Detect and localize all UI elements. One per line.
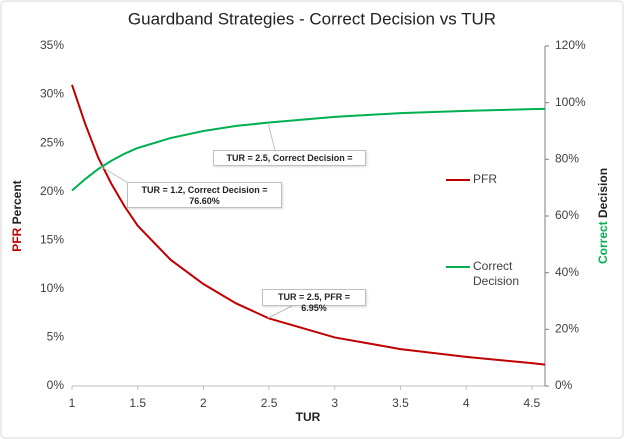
x-axis-label: TUR [296,410,321,424]
annotation-box: TUR = 2.5, Correct Decision = [213,150,366,166]
y-tick-label: 0% [47,378,65,392]
annotation-box: TUR = 1.2, Correct Decision = 76.60% [127,182,282,208]
y2-axis-label-part: Decision [596,168,610,218]
y-tick-label: 15% [40,232,64,246]
x-tick-label: 1.5 [129,396,146,410]
y-tick-label: 20% [40,184,64,198]
y2-axis-label-part: Correct [596,221,610,264]
y-axis-label: PFR Percent [10,180,24,251]
annotation-text: TUR = 2.5, Correct Decision = [226,153,353,163]
x-tick-label: 3.5 [392,396,409,410]
y2-tick-label: 120% [555,38,586,52]
x-tick-label: 2.5 [261,396,278,410]
y-axis-label-part: PFR [10,227,24,251]
y2-tick-label: 20% [555,322,579,336]
legend-label: Correct Decision [473,259,520,288]
y-axis-label-part: Percent [10,180,24,224]
x-tick-label: 2 [200,396,207,410]
data-line [71,107,546,192]
annotation-leader [99,165,131,185]
chart-title: Guardband Strategies - Correct Decision … [128,9,496,28]
legend-label: PFR [473,172,497,186]
y-tick-label: 35% [40,38,64,52]
annotation-leader [267,122,276,151]
y2-tick-label: 0% [555,378,573,392]
y2-axis-label: Correct Decision [596,168,610,264]
annotation-leader [267,305,293,319]
y-tick-label: 10% [40,281,64,295]
y2-tick-label: 40% [555,265,579,279]
x-tick-label: 1 [69,396,76,410]
annotation-box: TUR = 2.5, PFR = 6.95% [262,289,366,313]
annotation-text: 76.60% [189,196,220,206]
y-tick-label: 5% [47,330,65,344]
y2-tick-label: 60% [555,208,579,222]
annotation-text: TUR = 2.5, PFR = 6.95% [277,292,351,313]
x-tick-label: 4.5 [524,396,541,410]
annotation-text: TUR = 1.2, Correct Decision = [141,185,268,195]
y-tick-label: 25% [40,135,64,149]
y-tick-label: 30% [40,87,64,101]
y2-tick-label: 100% [555,95,586,109]
x-tick-label: 4 [463,396,470,410]
y2-tick-label: 80% [555,152,579,166]
x-tick-label: 3 [331,396,338,410]
